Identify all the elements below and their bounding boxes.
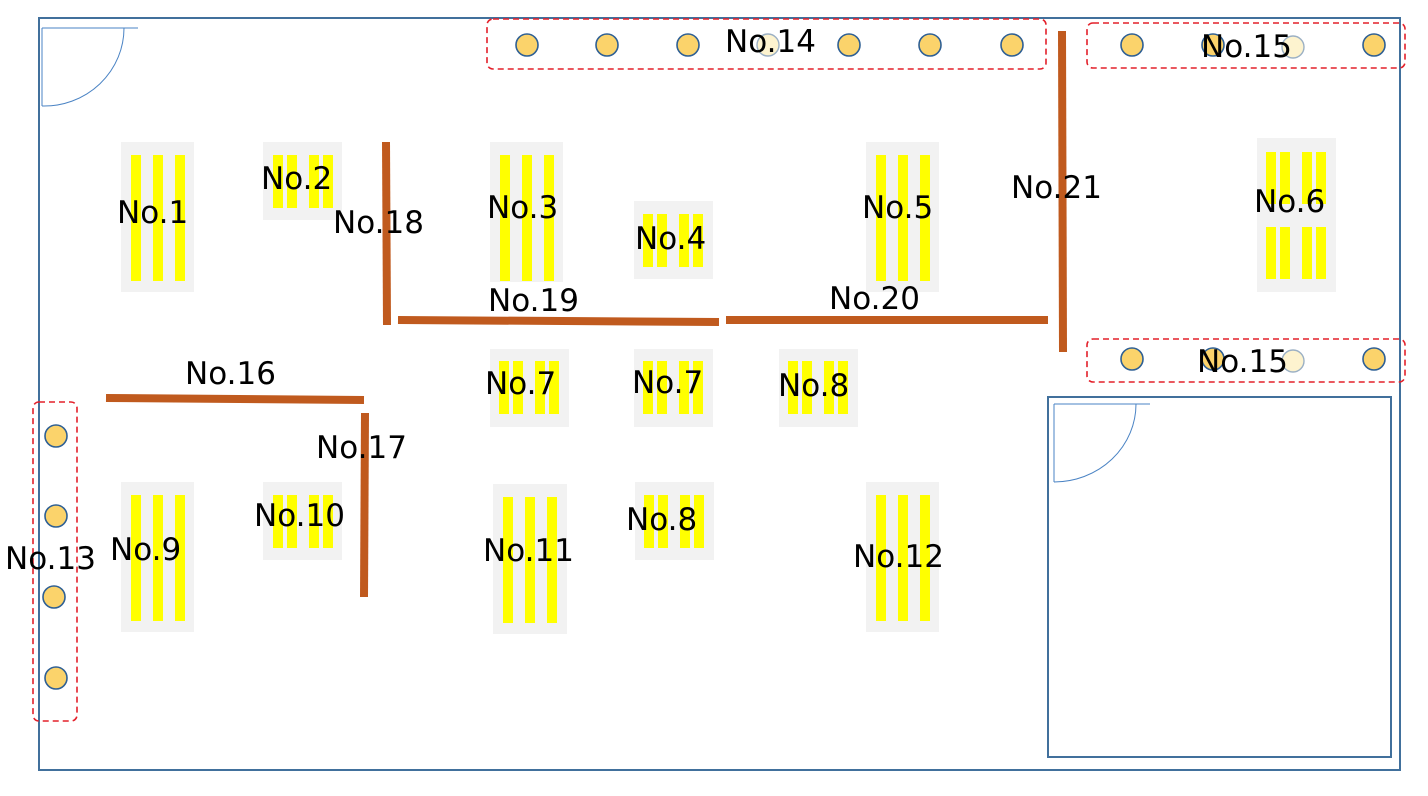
station-s3	[490, 142, 563, 282]
wall-label-w19: No.19	[488, 283, 579, 319]
wall-label-w20: No.20	[829, 281, 920, 317]
station-label-s12: No.12	[853, 539, 944, 575]
station-s4	[634, 201, 713, 279]
station-label-s9: No.9	[110, 532, 182, 568]
station-s11	[493, 484, 567, 634]
station-s5	[866, 142, 939, 292]
station-label-s1: No.1	[117, 195, 189, 231]
wall-label-w16: No.16	[185, 356, 276, 392]
station-label-s3: No.3	[487, 190, 559, 226]
lamp-group-g14	[515, 33, 1024, 57]
lamp-group-g13-outline	[32, 401, 78, 722]
wall-label-w21: No.21	[1011, 170, 1102, 206]
wall-w18	[382, 141, 391, 326]
lamp-group-label-g15a: No.15	[1201, 29, 1292, 65]
station-s8a	[779, 349, 858, 427]
station-label-s8b: No.8	[626, 502, 698, 538]
lamp-group-label-g14: No.14	[725, 24, 816, 60]
station-label-s2: No.2	[261, 161, 333, 197]
station-label-s4: No.4	[635, 221, 707, 257]
wall-label-w18: No.18	[333, 205, 424, 241]
station-s6	[1257, 138, 1336, 292]
station-label-s10: No.10	[254, 498, 345, 534]
lamp-group-label-g15b: No.15	[1197, 344, 1288, 380]
station-label-s6: No.6	[1254, 184, 1326, 220]
lamp-group-g15a-outline	[1086, 22, 1406, 69]
wall-w17	[360, 412, 369, 598]
station-label-s8a: No.8	[778, 368, 850, 404]
station-s12	[866, 482, 939, 632]
station-label-s5: No.5	[862, 190, 934, 226]
outer-room-outline	[38, 17, 1401, 771]
station-s7b	[634, 349, 713, 427]
wall-w19	[397, 316, 720, 326]
door-swing-main	[41, 27, 138, 107]
lamp-group-g15b	[1120, 347, 1386, 373]
lamp-group-g15b-outline	[1086, 338, 1406, 383]
wall-w16	[105, 394, 365, 404]
station-label-s7b: No.7	[632, 365, 704, 401]
lamp-group-g15a	[1120, 33, 1386, 59]
station-s2	[263, 142, 342, 220]
station-s7a	[490, 349, 569, 427]
inner-room-outline	[1047, 396, 1392, 758]
lamp-group-g13	[42, 424, 68, 690]
lamp-group-g14-outline	[486, 18, 1047, 70]
wall-label-w17: No.17	[316, 430, 407, 466]
station-s8b	[635, 482, 714, 560]
station-s10	[263, 482, 342, 560]
lamp-group-label-g13: No.13	[5, 541, 96, 577]
station-s9	[121, 482, 194, 632]
station-s1	[121, 142, 194, 292]
station-label-s11: No.11	[483, 533, 574, 569]
wall-w21	[1058, 30, 1067, 353]
door-swing-inner	[1053, 403, 1150, 483]
station-label-s7a: No.7	[485, 366, 557, 402]
